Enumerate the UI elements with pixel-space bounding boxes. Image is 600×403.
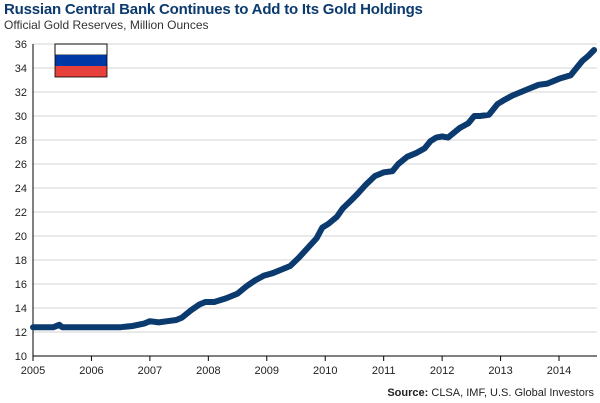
source-note: Source: CLSA, IMF, U.S. Global Investors [387,387,594,399]
chart-title: Russian Central Bank Continues to Add to… [4,1,423,18]
y-tick-label: 14 [15,303,27,315]
flag-border [54,43,108,78]
x-tick-label: 2007 [138,365,162,377]
x-tick-label: 2006 [79,365,103,377]
y-tick-label: 18 [15,255,27,267]
flag-stripe-white [54,43,108,56]
y-tick-label: 10 [15,351,27,363]
y-tick-label: 36 [15,39,27,51]
y-tick-label: 26 [15,159,27,171]
y-tick-label: 22 [15,207,27,219]
x-tick-label: 2008 [196,365,220,377]
x-axis: 2005 2006 2007 2008 2009 2010 2011 2012 2013 2014 [21,355,597,377]
russian-flag-icon [54,43,108,78]
y-tick-label: 12 [15,327,27,339]
x-tick-label: 2014 [547,365,571,377]
flag-stripe-blue [55,55,107,66]
y-tick-label: 30 [15,111,27,123]
x-tick-label: 2005 [21,365,45,377]
y-tick-label: 32 [15,87,27,99]
x-tick-label: 2012 [430,365,454,377]
chart-subtitle: Official Gold Reserves, Million Ounces [4,18,209,32]
y-tick-label: 20 [15,231,27,243]
y-tick-label: 28 [15,135,27,147]
source-label: Source: [387,387,429,399]
x-tick-label: 2011 [372,365,396,377]
series-group [30,47,598,331]
x-tick-label: 2013 [488,365,512,377]
y-axis: 10 12 14 16 18 20 22 24 26 28 30 32 34 36 [15,39,34,363]
gold-reserves-line [30,47,598,331]
x-tick-label: 2009 [255,365,279,377]
gridlines [33,43,597,333]
y-tick-label: 16 [15,279,27,291]
source-text: CLSA, IMF, U.S. Global Investors [431,387,594,399]
y-tick-label: 34 [15,63,27,75]
x-tick-label: 2010 [313,365,337,377]
y-tick-label: 24 [15,183,27,195]
flag-stripe-red [55,66,107,77]
